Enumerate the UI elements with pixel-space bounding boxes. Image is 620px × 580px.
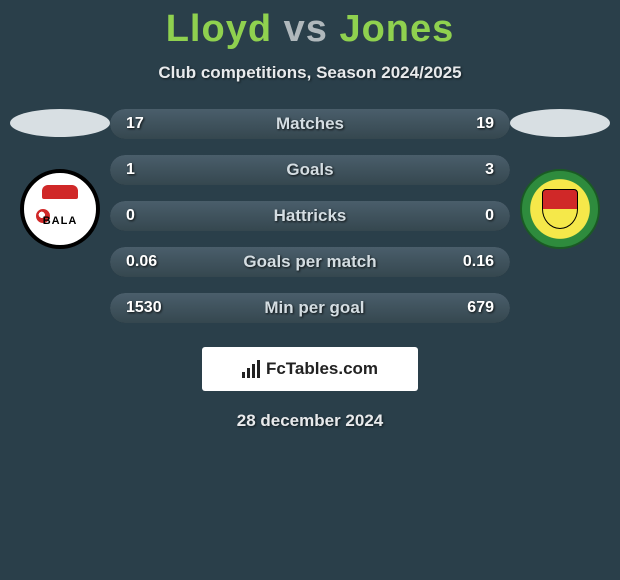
player1-oval <box>10 109 110 137</box>
chart-icon <box>242 360 260 378</box>
stat-right-value: 0.16 <box>463 253 510 271</box>
player1-name: Lloyd <box>166 8 272 50</box>
player2-name: Jones <box>339 8 454 50</box>
stat-label: Goals per match <box>157 252 463 272</box>
stat-row-min-per-goal: 1530Min per goal679 <box>110 293 510 323</box>
bala-badge: BALA <box>20 169 100 249</box>
stat-label: Min per goal <box>162 298 468 318</box>
stat-left-value: 1 <box>110 161 135 179</box>
logo-text: FcTables.com <box>266 359 378 379</box>
stat-right-value: 679 <box>467 299 510 317</box>
dragon-icon <box>42 185 78 199</box>
stat-left-value: 1530 <box>110 299 162 317</box>
stat-label: Hattricks <box>135 206 485 226</box>
badge-text: BALA <box>43 215 78 227</box>
stat-label: Goals <box>135 160 485 180</box>
stat-left-value: 17 <box>110 115 144 133</box>
stat-right-value: 3 <box>485 161 510 179</box>
player2-oval <box>510 109 610 137</box>
date: 28 december 2024 <box>0 411 620 431</box>
vs-text: vs <box>284 8 328 50</box>
stat-label: Matches <box>144 114 476 134</box>
stats-container: BALA 17Matches191Goals30Hattricks00.06Go… <box>0 109 620 329</box>
footer-logo[interactable]: FcTables.com <box>202 347 418 391</box>
player2-club-badge <box>520 169 600 249</box>
stat-bars: 17Matches19 1Goals3 0Hattricks0 0.06Goals p… <box>110 109 510 339</box>
caernarfon-badge <box>520 169 600 249</box>
stat-row-goals: 1Goals3 <box>110 155 510 185</box>
stat-row-matches: 17Matches19 <box>110 109 510 139</box>
shield-icon <box>542 189 578 229</box>
player1-club-badge: BALA <box>20 169 100 249</box>
stat-row-hattricks: 0Hattricks0 <box>110 201 510 231</box>
stat-left-value: 0 <box>110 207 135 225</box>
stat-row-goals-per-match: 0.06Goals per match0.16 <box>110 247 510 277</box>
stat-right-value: 0 <box>485 207 510 225</box>
comparison-title: Lloyd vs Jones <box>0 0 620 51</box>
stat-left-value: 0.06 <box>110 253 157 271</box>
stat-right-value: 19 <box>476 115 510 133</box>
subtitle: Club competitions, Season 2024/2025 <box>0 63 620 83</box>
